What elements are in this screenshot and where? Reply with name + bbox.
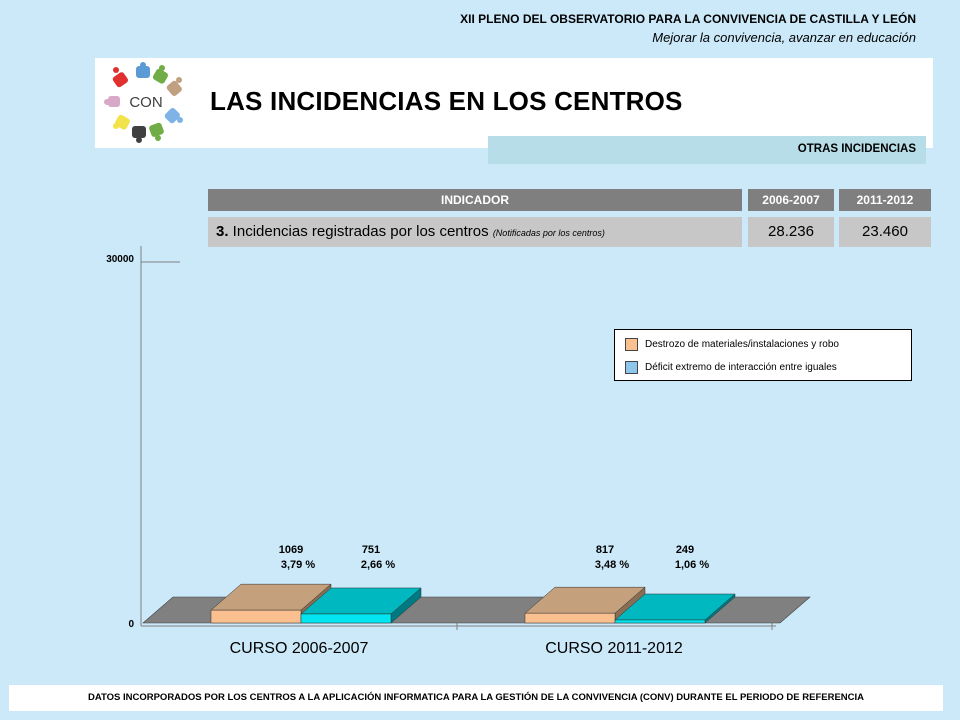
section-tab-label: OTRAS INCIDENCIAS <box>797 143 916 155</box>
logo-text: CON <box>129 94 162 111</box>
percent-label: 3,79 % <box>281 559 315 571</box>
chart-legend: Destrozo de materiales/instalaciones y r… <box>614 329 912 381</box>
percent-label: 3,48 % <box>595 559 629 571</box>
data-label: 817 <box>596 544 614 556</box>
chart-marks: 0 30000 1069 3,79 % 751 2,66 % CURSO 2006-2007… <box>106 254 811 657</box>
table-row-label: 3. Incidencias registradas por los centr… <box>208 217 742 247</box>
data-label: 1069 <box>279 544 303 556</box>
row-number: 3. <box>216 223 229 240</box>
data-label: 751 <box>362 544 380 556</box>
y-tick-label: 0 <box>128 619 134 630</box>
legend-swatch <box>625 338 638 351</box>
table-value-year2: 23.460 <box>839 217 931 247</box>
bar <box>524 612 616 624</box>
logo-figures <box>104 62 183 143</box>
x-category-label: CURSO 2011-2012 <box>545 640 683 657</box>
table-header-year1: 2006-2007 <box>748 189 834 211</box>
row-note: (Notificadas por los centros) <box>492 228 605 238</box>
data-label: 249 <box>676 544 694 556</box>
table-header-year2: 2011-2012 <box>839 189 931 211</box>
bar <box>210 609 302 624</box>
y-tick-label: 30000 <box>106 254 134 265</box>
footer-note: DATOS INCORPORADOS POR LOS CENTROS A LA … <box>9 685 943 711</box>
header-subtitle: Mejorar la convivencia, avanzar en educa… <box>652 30 916 45</box>
chart-axes <box>140 246 776 630</box>
page-title: LAS INCIDENCIAS EN LOS CENTROS <box>210 86 683 116</box>
legend-label: Destrozo de materiales/instalaciones y r… <box>645 339 839 350</box>
percent-label: 1,06 % <box>675 559 709 571</box>
header-title: XII PLENO DEL OBSERVATORIO PARA LA CONVI… <box>460 12 916 26</box>
title-banner <box>95 58 933 148</box>
section-tab: OTRAS INCIDENCIAS <box>488 136 926 164</box>
row-text: Incidencias registradas por los centros <box>228 223 493 240</box>
bar <box>614 619 706 624</box>
table-header-indicator: INDICADOR <box>208 189 742 211</box>
observatory-logo: CON <box>104 62 183 143</box>
percent-label: 2,66 % <box>361 559 395 571</box>
table-value-year1: 28.236 <box>748 217 834 247</box>
legend-swatch <box>625 361 638 374</box>
x-category-label: CURSO 2006-2007 <box>230 640 369 657</box>
bar <box>300 613 392 624</box>
legend-label: Déficit extremo de interacción entre igu… <box>645 362 837 373</box>
